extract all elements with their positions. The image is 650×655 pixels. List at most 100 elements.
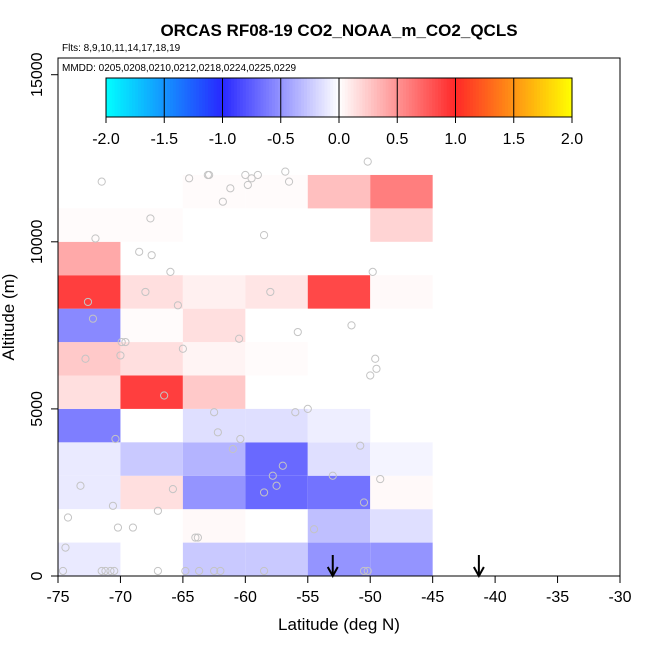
y-tick-label: 15000 xyxy=(29,52,46,97)
colorbar-segment xyxy=(510,78,515,117)
colorbar-segment xyxy=(210,78,215,117)
colorbar-segment xyxy=(478,78,483,117)
colorbar-segment xyxy=(371,78,375,117)
heatmap-cell xyxy=(120,442,183,476)
sample-point xyxy=(356,441,365,450)
sample-point xyxy=(281,167,290,176)
colorbar-segment xyxy=(475,78,480,117)
colorbar-segment xyxy=(216,78,221,117)
sample-point xyxy=(185,174,194,183)
sample-point xyxy=(97,177,106,186)
sample-point xyxy=(253,170,262,180)
sample-point xyxy=(228,444,237,454)
colorbar-segment xyxy=(289,78,293,117)
colorbar-segment xyxy=(135,78,139,117)
colorbar-segment xyxy=(388,78,393,117)
colorbar-segment xyxy=(158,78,162,117)
sample-point xyxy=(173,301,182,310)
sample-point xyxy=(181,566,190,576)
sample-point xyxy=(113,523,123,532)
heatmap-cell xyxy=(182,342,246,376)
x-tick-label: -70 xyxy=(109,589,132,606)
sample-point xyxy=(347,321,356,330)
sample-point xyxy=(363,566,372,576)
colorbar-segment xyxy=(490,78,494,117)
heatmap-cell xyxy=(370,475,433,510)
colorbar-segment xyxy=(464,78,468,117)
colorbar-segment xyxy=(108,78,113,117)
colorbar-segment xyxy=(341,78,346,117)
heatmap-cell xyxy=(182,442,246,476)
colorbar-segment xyxy=(449,78,454,117)
colorbar-segment xyxy=(443,78,448,117)
sample-point xyxy=(76,481,85,490)
sample-point xyxy=(101,566,110,576)
colorbar-tick-label: -2.0 xyxy=(92,131,120,148)
sample-point xyxy=(128,523,138,532)
sample-point xyxy=(309,525,319,534)
colorbar-tick-label: -1.5 xyxy=(150,131,178,148)
colorbar-segment xyxy=(531,78,535,117)
sample-point xyxy=(266,287,275,297)
colorbar-segment xyxy=(525,78,529,117)
sample-point xyxy=(278,461,287,470)
heatmap-cell xyxy=(182,174,246,209)
x-tick-label: -65 xyxy=(171,589,194,606)
sample-point xyxy=(63,513,73,522)
sample-point xyxy=(83,297,93,307)
heatmap-cell xyxy=(307,408,371,443)
colorbar-segment xyxy=(563,78,567,117)
heatmap-cell xyxy=(182,509,246,543)
heatmap-cell xyxy=(370,275,433,309)
colorbar-segment xyxy=(304,78,308,117)
sample-point xyxy=(284,177,294,186)
colorbar-segment xyxy=(417,78,422,117)
colorbar-segment xyxy=(487,78,492,117)
colorbar-segment xyxy=(222,78,227,117)
colorbar-segment xyxy=(397,78,401,117)
heatmap-cell xyxy=(182,275,246,309)
heatmap-cell xyxy=(307,275,371,309)
colorbar-segment xyxy=(545,78,550,117)
colorbar-tick-label: 1.0 xyxy=(444,131,466,148)
x-tick-label: -60 xyxy=(234,589,257,606)
colorbar-segment xyxy=(502,78,506,117)
heatmap-cell xyxy=(182,308,246,343)
heatmap-cell xyxy=(307,542,371,576)
colorbar-segment xyxy=(207,78,212,117)
sample-point xyxy=(363,157,372,166)
colorbar-segment xyxy=(242,78,247,117)
sample-point xyxy=(303,404,312,414)
colorbar-segment xyxy=(496,78,500,117)
colorbar-segment xyxy=(414,78,419,117)
sample-point xyxy=(205,170,214,180)
colorbar-segment xyxy=(426,78,430,117)
colorbar-segment xyxy=(405,78,410,117)
heatmap-cell xyxy=(307,509,371,543)
heatmap-cell xyxy=(307,174,371,209)
colorbar-segment xyxy=(225,78,229,117)
colorbar-segment xyxy=(106,78,110,117)
colorbar-segment xyxy=(111,78,116,117)
colorbar-segment xyxy=(344,78,349,117)
y-axis: 0 5000 10000 15000 xyxy=(29,52,59,580)
sample-point xyxy=(146,214,155,223)
colorbar-segment xyxy=(408,78,413,117)
colorbar-segment xyxy=(373,78,378,117)
colorbar-segment xyxy=(534,78,538,117)
sample-point xyxy=(147,251,156,260)
x-tick-label: -40 xyxy=(484,589,507,606)
colorbar-segment xyxy=(213,78,218,117)
colorbar-segment xyxy=(554,78,559,117)
colorbar-segment xyxy=(499,78,503,117)
heatmap-cell xyxy=(245,275,308,309)
sample-point xyxy=(236,434,245,444)
colorbar-segment xyxy=(350,78,355,117)
colorbar-segment xyxy=(551,78,556,117)
colorbar-segment xyxy=(277,78,282,117)
heatmap-cell xyxy=(245,542,308,576)
heatmap-cell xyxy=(58,208,121,242)
colorbar-segment xyxy=(172,78,177,117)
x-tick-label: -55 xyxy=(296,589,319,606)
